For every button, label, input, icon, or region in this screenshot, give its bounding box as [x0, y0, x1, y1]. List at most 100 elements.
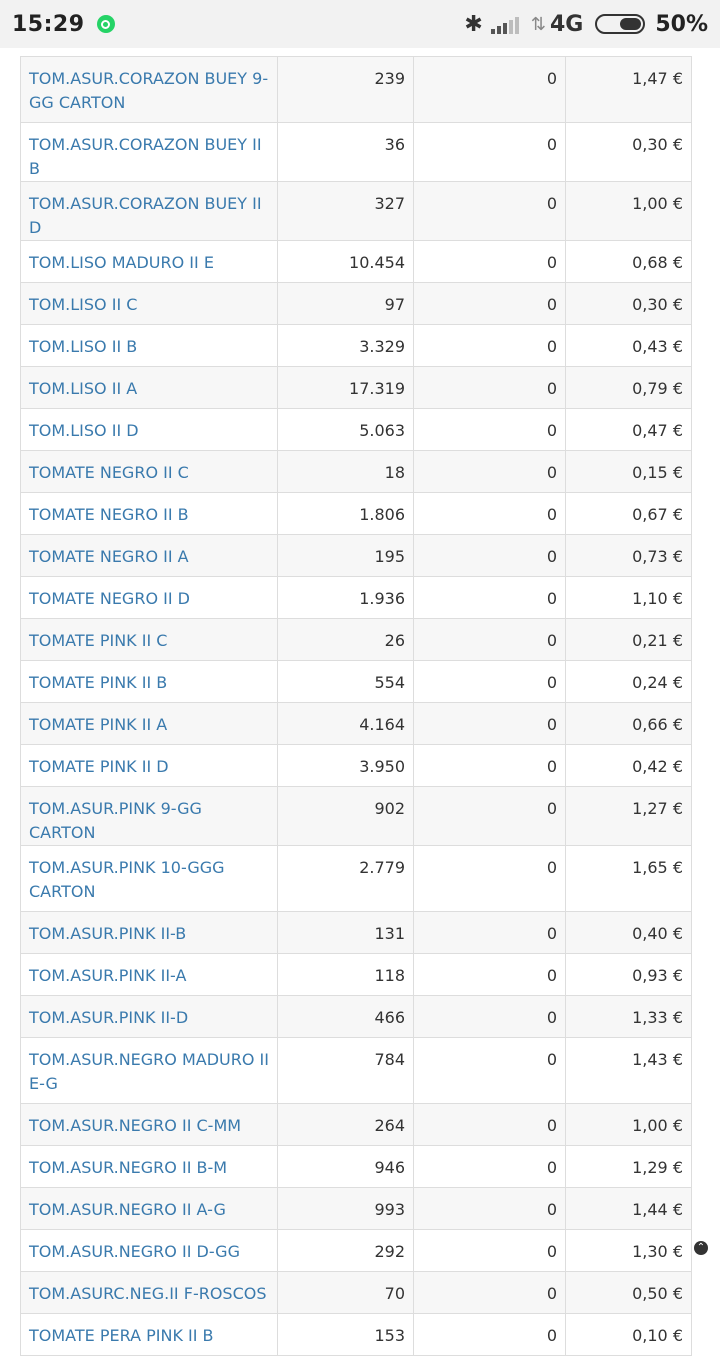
whatsapp-notification-icon — [96, 15, 115, 33]
table-row: TOMATE PINK II B 554 0 0,24 € — [20, 660, 692, 703]
count-cell: 0 — [413, 366, 566, 409]
product-name-cell[interactable]: TOMATE PINK II C — [20, 618, 278, 661]
table-row: TOM.ASUR.PINK II-D 466 0 1,33 € — [20, 995, 692, 1038]
table-row: TOM.ASUR.CORAZON BUEY II B 36 0 0,30 € — [20, 122, 692, 182]
count-cell: 0 — [413, 744, 566, 787]
price-cell: 0,30 € — [565, 122, 692, 182]
quantity-cell: 26 — [277, 618, 414, 661]
table-row: TOM.LISO II A 17.319 0 0,79 € — [20, 366, 692, 409]
product-name-cell[interactable]: TOMATE NEGRO II A — [20, 534, 278, 577]
table-row: TOMATE PINK II C 26 0 0,21 € — [20, 618, 692, 661]
count-cell: 0 — [413, 181, 566, 241]
quantity-cell: 131 — [277, 911, 414, 954]
price-cell: 0,42 € — [565, 744, 692, 787]
status-time: 15:29 — [12, 11, 85, 37]
quantity-cell: 1.936 — [277, 576, 414, 619]
product-name-cell[interactable]: TOMATE PINK II B — [20, 660, 278, 703]
product-name-cell[interactable]: TOMATE PINK II A — [20, 702, 278, 745]
count-cell: 0 — [413, 408, 566, 451]
quantity-cell: 784 — [277, 1037, 414, 1104]
table-row: TOM.LISO II B 3.329 0 0,43 € — [20, 324, 692, 367]
product-name-cell[interactable]: TOMATE NEGRO II C — [20, 450, 278, 493]
price-cell: 0,30 € — [565, 282, 692, 325]
product-name-cell[interactable]: TOMATE NEGRO II D — [20, 576, 278, 619]
product-name-cell[interactable]: TOM.ASUR.PINK 9-GG CARTON — [20, 786, 278, 846]
product-name-cell[interactable]: TOM.ASURC.NEG.II F-ROSCOS — [20, 1271, 278, 1314]
table-row: TOMATE PINK II A 4.164 0 0,66 € — [20, 702, 692, 745]
quantity-cell: 17.319 — [277, 366, 414, 409]
product-name-cell[interactable]: TOM.ASUR.NEGRO II A-G — [20, 1187, 278, 1230]
quantity-cell: 18 — [277, 450, 414, 493]
product-name-cell[interactable]: TOMATE PERA PINK II B — [20, 1313, 278, 1356]
product-name-cell[interactable]: TOM.LISO II D — [20, 408, 278, 451]
count-cell: 0 — [413, 618, 566, 661]
price-cell: 0,68 € — [565, 240, 692, 283]
product-name-cell[interactable]: TOM.ASUR.NEGRO II B-M — [20, 1145, 278, 1188]
quantity-cell: 4.164 — [277, 702, 414, 745]
product-name-cell[interactable]: TOMATE PINK II D — [20, 744, 278, 787]
quantity-cell: 264 — [277, 1103, 414, 1146]
price-cell: 0,15 € — [565, 450, 692, 493]
quantity-cell: 5.063 — [277, 408, 414, 451]
count-cell: 0 — [413, 576, 566, 619]
quantity-cell: 466 — [277, 995, 414, 1038]
table-row: TOM.ASUR.PINK II-A 118 0 0,93 € — [20, 953, 692, 996]
product-name-cell[interactable]: TOM.ASUR.CORAZON BUEY 9-GG CARTON — [20, 56, 278, 123]
product-name-cell[interactable]: TOM.ASUR.PINK 10-GGG CARTON — [20, 845, 278, 912]
price-cell: 0,73 € — [565, 534, 692, 577]
battery-percent: 50% — [655, 11, 708, 37]
quantity-cell: 239 — [277, 56, 414, 123]
table-row: TOM.ASUR.NEGRO MADURO II E-G 784 0 1,43 € — [20, 1037, 692, 1104]
price-cell: 0,10 € — [565, 1313, 692, 1356]
product-name-cell[interactable]: TOM.ASUR.NEGRO II D-GG — [20, 1229, 278, 1272]
table-row: TOMATE PERA PINK II B 153 0 0,10 € — [20, 1313, 692, 1356]
product-name-cell[interactable]: TOM.ASUR.PINK II-D — [20, 995, 278, 1038]
quantity-cell: 554 — [277, 660, 414, 703]
product-name-cell[interactable]: TOM.ASUR.PINK II-B — [20, 911, 278, 954]
table-row: TOM.ASUR.CORAZON BUEY 9-GG CARTON 239 0 1,4… — [20, 56, 692, 123]
price-cell: 0,67 € — [565, 492, 692, 535]
table-row: TOM.ASUR.PINK 10-GGG CARTON 2.779 0 1,65 € — [20, 845, 692, 912]
product-name-cell[interactable]: TOM.LISO II B — [20, 324, 278, 367]
table-row: TOMATE NEGRO II B 1.806 0 0,67 € — [20, 492, 692, 535]
count-cell: 0 — [413, 534, 566, 577]
bluetooth-icon: ✱ — [464, 11, 483, 37]
count-cell: 0 — [413, 1313, 566, 1356]
product-name-cell[interactable]: TOM.ASUR.CORAZON BUEY II D — [20, 181, 278, 241]
count-cell: 0 — [413, 1271, 566, 1314]
quantity-cell: 946 — [277, 1145, 414, 1188]
price-cell: 0,21 € — [565, 618, 692, 661]
price-cell: 1,33 € — [565, 995, 692, 1038]
count-cell: 0 — [413, 702, 566, 745]
quantity-cell: 36 — [277, 122, 414, 182]
product-name-cell[interactable]: TOM.LISO II C — [20, 282, 278, 325]
scroll-up-icon[interactable]: ⌃ — [694, 1241, 708, 1255]
product-name-cell[interactable]: TOM.LISO II A — [20, 366, 278, 409]
table-row: TOM.ASUR.PINK 9-GG CARTON 902 0 1,27 € — [20, 786, 692, 846]
quantity-cell: 118 — [277, 953, 414, 996]
quantity-cell: 292 — [277, 1229, 414, 1272]
table-row: TOM.LISO MADURO II E 10.454 0 0,68 € — [20, 240, 692, 283]
product-name-cell[interactable]: TOMATE NEGRO II B — [20, 492, 278, 535]
product-name-cell[interactable]: TOM.ASUR.PINK II-A — [20, 953, 278, 996]
count-cell: 0 — [413, 1145, 566, 1188]
product-name-cell[interactable]: TOM.ASUR.CORAZON BUEY II B — [20, 122, 278, 182]
product-name-cell[interactable]: TOM.ASUR.NEGRO MADURO II E-G — [20, 1037, 278, 1104]
table-row: TOM.ASUR.CORAZON BUEY II D 327 0 1,00 € — [20, 181, 692, 241]
quantity-cell: 70 — [277, 1271, 414, 1314]
price-cell: 0,47 € — [565, 408, 692, 451]
table-row: TOMATE NEGRO II C 18 0 0,15 € — [20, 450, 692, 493]
network-type: 4G — [549, 11, 584, 37]
product-name-cell[interactable]: TOM.ASUR.NEGRO II C-MM — [20, 1103, 278, 1146]
table-row: TOM.ASUR.PINK II-B 131 0 0,40 € — [20, 911, 692, 954]
count-cell: 0 — [413, 911, 566, 954]
quantity-cell: 902 — [277, 786, 414, 846]
count-cell: 0 — [413, 845, 566, 912]
count-cell: 0 — [413, 450, 566, 493]
count-cell: 0 — [413, 660, 566, 703]
price-cell: 1,29 € — [565, 1145, 692, 1188]
product-name-cell[interactable]: TOM.LISO MADURO II E — [20, 240, 278, 283]
count-cell: 0 — [413, 953, 566, 996]
count-cell: 0 — [413, 240, 566, 283]
price-table: TOM.ASUR.CORAZON BUEY 9-GG CARTON 239 0 1,4… — [20, 56, 692, 1356]
